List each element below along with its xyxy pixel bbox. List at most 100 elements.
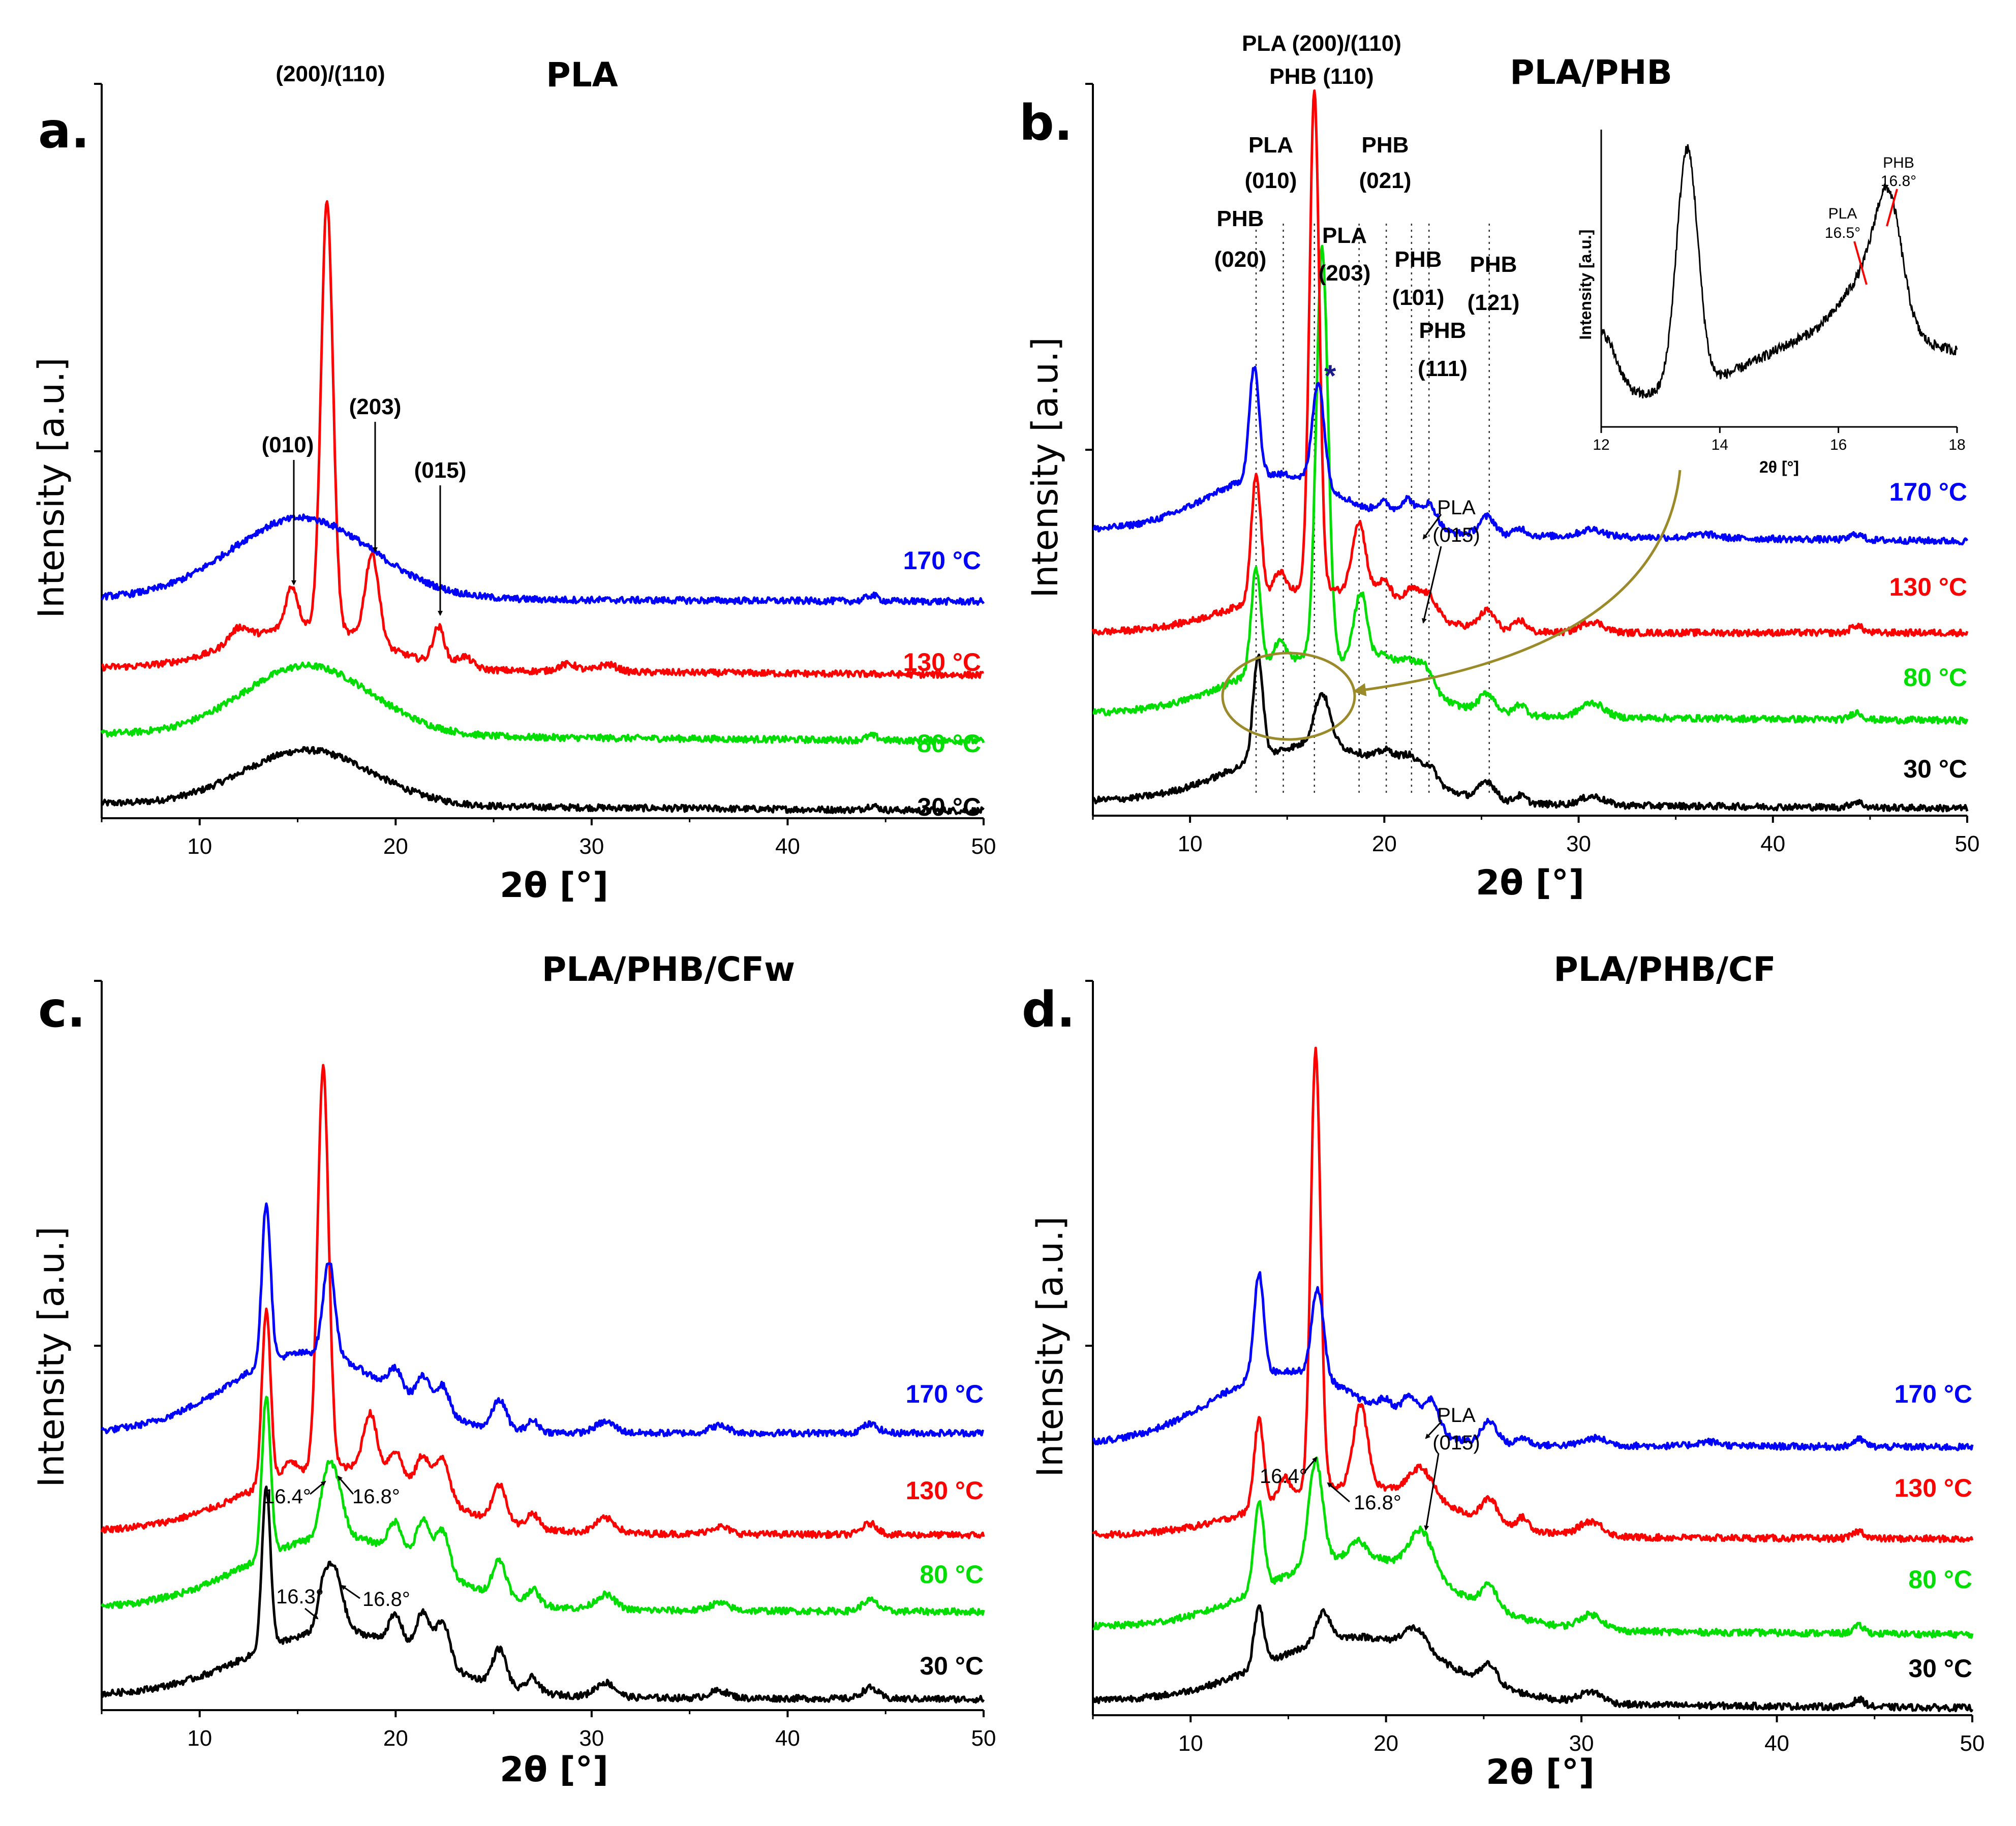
annotation-pla-203-b: (203) bbox=[1319, 261, 1371, 286]
arrow-pla-015-80 bbox=[1421, 546, 1442, 624]
annotation-c-164: 16.4° bbox=[263, 1485, 311, 1508]
annotation-d-168: 16.8° bbox=[1354, 1492, 1401, 1514]
annotation-200-110: (200)/(110) bbox=[276, 61, 385, 86]
panel-a-plot: 10 20 30 40 50 170 °C 130 °C 80 °C 30 °C bbox=[100, 200, 996, 859]
x-tick-label: 20 bbox=[383, 834, 408, 859]
series-line-d-130C bbox=[1091, 1046, 1974, 1543]
temp-label-30: 30 °C bbox=[917, 793, 981, 821]
annotation-phb-121-a: PHB bbox=[1470, 252, 1517, 277]
annotation-phb-020-a: PHB bbox=[1217, 206, 1264, 231]
annotation-c-163: 16.3° bbox=[276, 1586, 324, 1608]
x-tick-label: 20 bbox=[1373, 1731, 1398, 1756]
arrow-c-163 bbox=[304, 1607, 319, 1620]
series-line-c-80C bbox=[100, 1396, 985, 1616]
panel-c-title: PLA/PHB/CFw bbox=[542, 950, 795, 989]
panel-b-annotations: PLA (200)/(110) PHB (110) PLA (010) PHB … bbox=[1214, 31, 1520, 624]
arrow-d-pla-80 bbox=[1424, 1453, 1440, 1531]
x-tick-label: 50 bbox=[1955, 831, 1980, 856]
inset-tick-label: 16 bbox=[1830, 437, 1847, 453]
x-tick-label: 10 bbox=[187, 1726, 212, 1751]
series-line-c-30C bbox=[100, 1485, 985, 1704]
x-tick-label: 30 bbox=[1566, 831, 1591, 856]
x-tick-label: 30 bbox=[579, 834, 604, 859]
panel-b-xlabel: 2θ [°] bbox=[1476, 863, 1584, 903]
annotation-phb-020-b: (020) bbox=[1214, 247, 1267, 272]
series-line-d-170C bbox=[1092, 1271, 1974, 1451]
inset-label-phb: PHB bbox=[1883, 154, 1914, 171]
annotation-203: (203) bbox=[349, 394, 402, 419]
temp-label-130: 130 °C bbox=[1889, 573, 1967, 601]
temp-label-130: 130 °C bbox=[1895, 1474, 1972, 1502]
arrow-c-168-a bbox=[337, 1475, 354, 1495]
temp-label-130: 130 °C bbox=[903, 648, 981, 676]
panel-a-annotations: (200)/(110) (010) (203) (015) bbox=[262, 61, 467, 616]
annotation-010: (010) bbox=[262, 432, 314, 457]
annotation-pla-203-a: PLA bbox=[1322, 223, 1367, 248]
panel-a-ylabel: Intensity [a.u.] bbox=[30, 357, 72, 618]
panel-c-ylabel: Intensity [a.u.] bbox=[30, 1226, 72, 1487]
panel-b-axes bbox=[1085, 83, 1967, 817]
panel-b-ylabel: Intensity [a.u.] bbox=[1024, 337, 1066, 598]
x-tick-label: 40 bbox=[775, 834, 800, 859]
panel-c-axes bbox=[94, 980, 984, 1711]
x-tick-label: 50 bbox=[1960, 1731, 1985, 1756]
panel-d-ylabel: Intensity [a.u.] bbox=[1029, 1216, 1071, 1477]
annotation-d-164: 16.4° bbox=[1260, 1465, 1307, 1488]
panel-d-annotations: 16.4° 16.8° PLA (015) bbox=[1260, 1404, 1480, 1531]
temp-label-80: 80 °C bbox=[1908, 1565, 1972, 1594]
series-line-c-170C bbox=[100, 1202, 985, 1438]
series-line-a-30C bbox=[100, 746, 985, 816]
panel-b-plot: 10 20 30 40 50 170 °C 130 °C 80 °C 30 °C bbox=[1091, 89, 1980, 856]
x-tick-label: 20 bbox=[383, 1726, 408, 1751]
arrow-d-pla-130 bbox=[1425, 1421, 1442, 1439]
inset-tick-label: 18 bbox=[1948, 437, 1965, 453]
inset-label-pla: PLA bbox=[1828, 205, 1857, 222]
panel-a-letter: a. bbox=[38, 102, 89, 159]
annotation-pla-200-110: PLA (200)/(110) bbox=[1242, 31, 1401, 56]
x-tick-label: 40 bbox=[1764, 1731, 1789, 1756]
x-tick-label: 50 bbox=[971, 834, 996, 859]
inset-pla-pointer bbox=[1853, 241, 1868, 285]
annotation-pla-015-a: PLA bbox=[1437, 497, 1476, 519]
series-line-b-170C bbox=[1092, 365, 1969, 546]
panel-c: c. PLA/PHB/CFw Intensity [a.u.] 2θ [°] 1… bbox=[30, 950, 996, 1790]
annotation-015: (015) bbox=[414, 458, 467, 483]
panel-d-axes bbox=[1085, 980, 1972, 1716]
panel-d-xlabel: 2θ [°] bbox=[1486, 1752, 1595, 1792]
panel-c-xlabel: 2θ [°] bbox=[500, 1750, 608, 1790]
annotation-d-pla: PLA bbox=[1437, 1404, 1476, 1427]
temp-label-30: 30 °C bbox=[1903, 755, 1967, 783]
x-tick-label: 10 bbox=[1178, 831, 1203, 856]
x-tick-label: 30 bbox=[579, 1726, 604, 1751]
highlight-ellipse bbox=[1221, 652, 1356, 741]
x-tick-label: 30 bbox=[1569, 1731, 1594, 1756]
series-line-d-80C bbox=[1092, 1457, 1974, 1639]
series-line-d-30C bbox=[1092, 1604, 1974, 1713]
panel-a-axes bbox=[94, 83, 984, 819]
series-line-c-130C bbox=[100, 1064, 985, 1539]
inset-ylabel: Intensity [a.u.] bbox=[1576, 230, 1595, 340]
x-tick-label: 40 bbox=[775, 1726, 800, 1751]
panel-b-inset: 12 14 16 18 Intensity [a.u.] 2θ [°] PLA 16.… bbox=[1576, 130, 1966, 476]
temp-label-30: 30 °C bbox=[920, 1652, 984, 1680]
annotation-phb-111-b: (111) bbox=[1418, 356, 1468, 381]
panel-b-letter: b. bbox=[1019, 95, 1073, 151]
inset-tick-label: 12 bbox=[1593, 437, 1609, 453]
temp-label-80: 80 °C bbox=[917, 729, 981, 758]
annotation-phb-121-b: (121) bbox=[1468, 290, 1520, 315]
arrow-d-164 bbox=[1303, 1457, 1318, 1473]
x-tick-label: 20 bbox=[1372, 831, 1397, 856]
inset-label-phb-angle: 16.8° bbox=[1881, 173, 1916, 190]
series-line-b-130C bbox=[1091, 89, 1969, 637]
annotation-phb-021-b: (021) bbox=[1359, 168, 1412, 193]
inset-phb-pointer bbox=[1886, 189, 1898, 227]
temp-label-170: 170 °C bbox=[906, 1380, 984, 1408]
annotation-phb-101-b: (101) bbox=[1392, 285, 1445, 310]
series-line-a-80C bbox=[100, 661, 985, 746]
annotation-c-168-a: 16.8° bbox=[352, 1485, 400, 1508]
x-tick-label: 50 bbox=[971, 1726, 996, 1751]
temp-label-170: 170 °C bbox=[1895, 1380, 1972, 1408]
annotation-phb-111-a: PHB bbox=[1419, 318, 1467, 343]
temp-label-170: 170 °C bbox=[1889, 478, 1967, 506]
temp-label-130: 130 °C bbox=[906, 1476, 984, 1505]
